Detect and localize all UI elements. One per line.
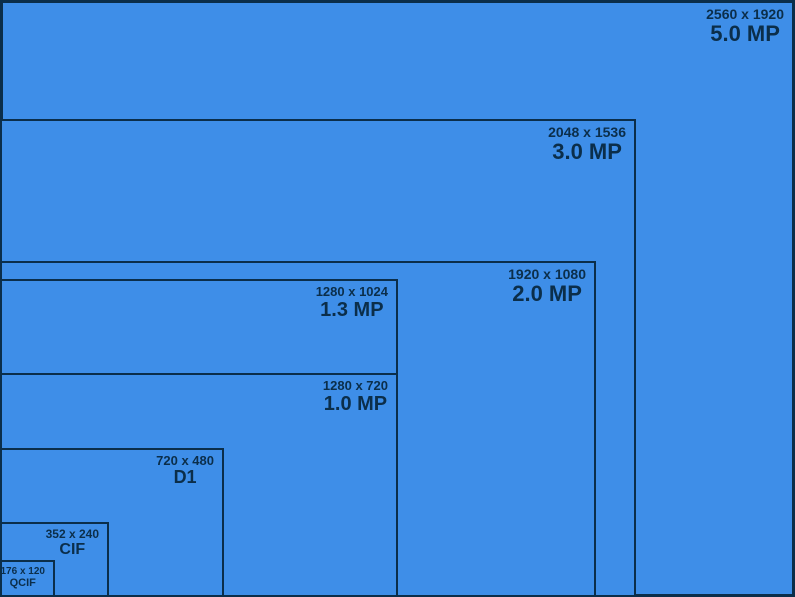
resolution-label: 1920 x 10802.0 MP — [508, 267, 586, 307]
resolution-label: 176 x 120QCIF — [1, 566, 46, 589]
resolution-diagram: 2560 x 19205.0 MP 2048 x 15363.0 MP 1920 x… — [0, 0, 795, 597]
resolution-name: 2.0 MP — [508, 282, 586, 306]
resolution-dimensions: 2560 x 1920 — [706, 7, 784, 22]
resolution-dimensions: 1280 x 720 — [323, 379, 388, 393]
resolution-name: 5.0 MP — [706, 22, 784, 46]
resolution-dimensions: 176 x 120 — [1, 566, 46, 577]
resolution-name: QCIF — [1, 577, 46, 589]
resolution-dimensions: 720 x 480 — [156, 454, 214, 468]
resolution-label: 352 x 240CIF — [46, 528, 99, 559]
resolution-dimensions: 1280 x 1024 — [316, 285, 388, 299]
resolution-box: 176 x 120QCIF — [0, 560, 55, 597]
resolution-name: D1 — [156, 468, 214, 488]
resolution-label: 720 x 480D1 — [156, 454, 214, 488]
resolution-name: 1.0 MP — [323, 393, 388, 415]
resolution-label: 1280 x 7201.0 MP — [323, 379, 388, 415]
resolution-label: 1280 x 10241.3 MP — [316, 285, 388, 321]
resolution-name: 3.0 MP — [548, 140, 626, 164]
resolution-name: 1.3 MP — [316, 299, 388, 321]
resolution-dimensions: 1920 x 1080 — [508, 267, 586, 282]
resolution-dimensions: 2048 x 1536 — [548, 125, 626, 140]
resolution-dimensions: 352 x 240 — [46, 528, 99, 541]
resolution-label: 2048 x 15363.0 MP — [548, 125, 626, 165]
resolution-name: CIF — [46, 541, 99, 559]
resolution-label: 2560 x 19205.0 MP — [706, 7, 784, 47]
